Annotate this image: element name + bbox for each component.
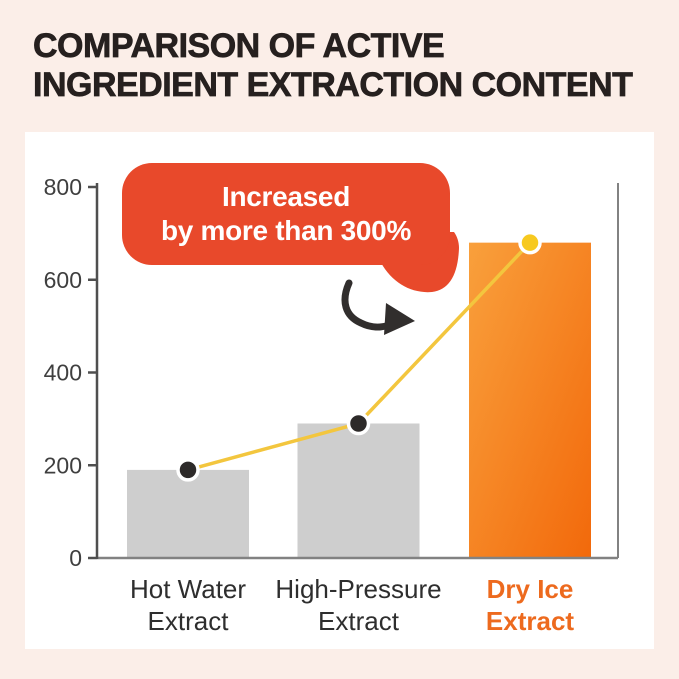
annotation-line-1: Increased <box>221 181 351 212</box>
y-tick-label-0: 0 <box>69 545 82 571</box>
y-tick-label-400: 400 <box>44 360 82 386</box>
curved-arrow-icon <box>341 279 393 331</box>
bar-chart: 0 200 400 600 800 <box>44 174 619 571</box>
x-axis-label-line: Extract <box>147 606 229 636</box>
x-axis-label-line: Hot Water <box>129 574 247 604</box>
y-tick-label-800: 800 <box>44 174 82 200</box>
x-axis-label-line: Extract <box>318 606 399 636</box>
x-axis-label-line: Extract <box>485 606 575 636</box>
bar-dry-ice-extract <box>469 242 591 558</box>
data-point-high-pressure-extract <box>346 411 371 436</box>
x-axis-label-line: High-Pressure <box>275 574 442 604</box>
annotation-bubble: Increased by more than 300% <box>122 163 450 265</box>
curved-arrow-head-icon <box>384 303 415 335</box>
annotation-line-2: by more than 300% <box>160 215 412 246</box>
x-axis-label-dry-ice-extract: Dry Ice Extract <box>440 573 620 637</box>
x-axis-label-line: Dry Ice <box>486 574 574 604</box>
page-title-line-1: COMPARISON OF ACTIVE <box>33 27 445 66</box>
y-tick-label-600: 600 <box>44 267 82 293</box>
chart-generated-layer: 0 200 400 600 800 <box>44 174 619 571</box>
data-point-dry-ice-extract <box>518 230 542 255</box>
chart-panel: 0 200 400 600 800 Increased by more than 300… <box>25 132 654 649</box>
bar-high-pressure-extract <box>297 423 420 558</box>
data-point-hot-water-extract <box>176 458 200 482</box>
page-title-line-2: INGREDIENT EXTRACTION CONTENT <box>33 66 634 105</box>
page-title: COMPARISON OF ACTIVE INGREDIENT EXTRACTI… <box>33 27 634 105</box>
bar-hot-water-extract <box>127 469 249 558</box>
y-tick-label-200: 200 <box>44 452 82 478</box>
x-axis-label-high-pressure-extract: High-Pressure Extract <box>269 573 449 637</box>
x-axis-label-hot-water-extract: Hot Water Extract <box>98 573 278 637</box>
